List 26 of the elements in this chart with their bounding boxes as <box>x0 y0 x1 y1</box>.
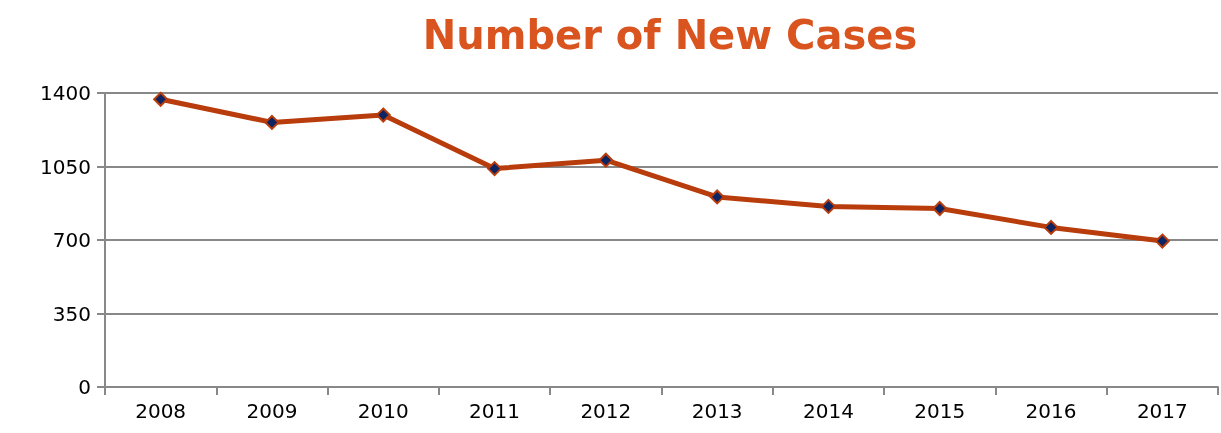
point <box>932 201 948 216</box>
x-tick-label: 2015 <box>914 399 966 423</box>
point <box>1043 219 1059 235</box>
x-tick-label: 2011 <box>469 399 520 423</box>
y-tick-label: 350 <box>52 301 91 326</box>
x-tick-label: 2009 <box>246 399 298 423</box>
x-tick-label: 2016 <box>1025 399 1077 423</box>
x-tick-label: 2014 <box>803 399 854 423</box>
y-tick-label: 0 <box>78 375 91 399</box>
point <box>487 161 503 177</box>
point <box>375 107 391 123</box>
x-tick-label: 2012 <box>580 399 632 423</box>
point <box>1154 233 1170 249</box>
x-tick-label: 2013 <box>691 399 743 423</box>
point <box>598 152 614 168</box>
point <box>153 91 169 107</box>
x-tick-label: 2017 <box>1136 399 1188 423</box>
chart-title: Number of New Cases <box>422 12 918 58</box>
point <box>820 198 836 214</box>
x-tick-label: 2010 <box>357 399 409 423</box>
point <box>709 189 725 205</box>
y-tick-label: 1400 <box>40 81 91 105</box>
y-tick-label: 1050 <box>40 154 91 179</box>
y-tick-label: 700 <box>52 228 91 252</box>
x-tick-label: 2008 <box>135 399 187 423</box>
point <box>264 114 280 130</box>
